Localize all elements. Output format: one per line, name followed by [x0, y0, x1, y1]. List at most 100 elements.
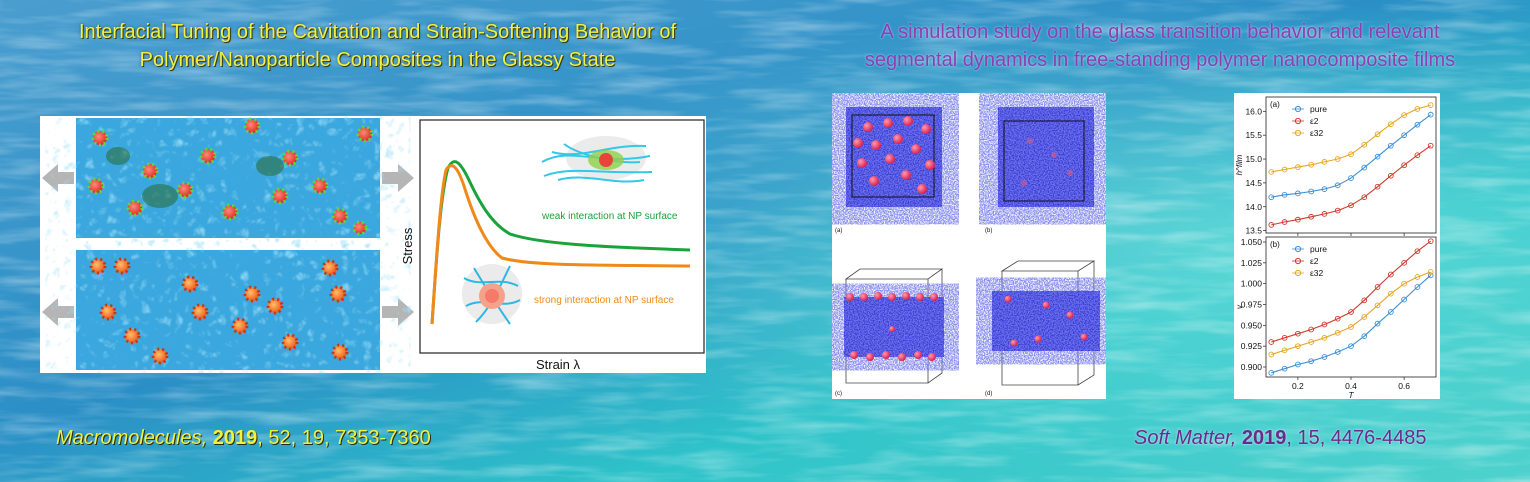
snapshot-c-label: (c)	[835, 391, 842, 397]
tg-charts-canvas: 13.5 14.0 14.5 15.0 15.5 16.0 (a) h^film pure ε2 ε…	[1235, 96, 1437, 400]
data-point-ε32	[1387, 121, 1394, 128]
y-tick-label: 13.5	[1245, 226, 1262, 236]
legend-label: pure	[1310, 104, 1327, 114]
stretch-arrows	[42, 164, 414, 326]
legend-label: ε2	[1310, 256, 1319, 266]
data-point-ε2	[1268, 222, 1275, 228]
data-point-ε32	[1414, 274, 1421, 280]
series-line-pure	[1271, 274, 1432, 374]
stress-strain-plot: weak interaction at NP surface strong in…	[400, 119, 705, 372]
data-point-ε2	[1308, 213, 1315, 220]
right-citation-volume: , 15, 4476-4485	[1286, 427, 1427, 449]
data-point-pure	[1414, 284, 1421, 290]
data-point-ε2	[1308, 326, 1315, 333]
left-figure-panel: weak interaction at NP surface strong in…	[40, 116, 706, 373]
data-point-pure	[1374, 153, 1381, 160]
chart-frame	[1265, 96, 1437, 234]
data-point-ε2	[1374, 284, 1381, 290]
data-point-pure	[1361, 333, 1368, 340]
weak-chain-inset	[541, 136, 653, 183]
data-point-ε32	[1361, 141, 1368, 148]
data-point-ε2	[1281, 334, 1288, 341]
x-axis-label: T	[1348, 390, 1354, 399]
data-point-ε2	[1427, 142, 1434, 149]
data-point-ε32	[1308, 339, 1315, 345]
data-point-ε32	[1268, 351, 1275, 358]
data-point-ε2	[1401, 259, 1407, 266]
series-line-ε2	[1271, 240, 1432, 343]
y-tick-label: 15.5	[1245, 130, 1262, 140]
data-point-ε2	[1295, 330, 1301, 337]
y-tick-label: 16.0	[1245, 106, 1262, 116]
data-point-pure	[1321, 354, 1328, 360]
snapshot-d-label: (d)	[985, 391, 992, 397]
weak-interaction-snapshot	[76, 117, 380, 238]
legend-label: ε32	[1310, 128, 1324, 138]
y-tick-label: 15.0	[1245, 154, 1262, 164]
left-citation-volume: , 52, 19, 7353-7360	[257, 427, 431, 449]
data-point-pure	[1334, 349, 1341, 355]
data-point-ε2	[1361, 297, 1368, 304]
left-figure-canvas: weak interaction at NP surface strong in…	[42, 117, 705, 372]
data-point-ε32	[1427, 102, 1434, 108]
right-title-line-1: A simulation study on the glass transiti…	[880, 21, 1440, 43]
data-point-ε32	[1281, 166, 1288, 173]
data-point-pure	[1401, 296, 1407, 303]
data-point-pure	[1427, 111, 1434, 118]
data-point-ε2	[1414, 248, 1421, 255]
tg-charts-panel: 13.5 14.0 14.5 15.0 15.5 16.0 (a) h^film pure ε2 ε…	[1234, 93, 1440, 400]
x-tick-label: 0.2	[1292, 381, 1304, 391]
data-point-ε32	[1401, 112, 1407, 118]
data-point-pure	[1295, 361, 1301, 368]
chart-frame	[1265, 236, 1437, 378]
data-point-pure	[1308, 358, 1315, 365]
right-citation: Soft Matter, 2019, 15, 4476-4485	[1134, 427, 1426, 450]
data-point-ε2	[1401, 162, 1407, 169]
data-point-ε2	[1348, 202, 1354, 209]
legend-label: ε32	[1310, 268, 1324, 278]
data-point-ε2	[1387, 271, 1394, 278]
weak-interaction-label: weak interaction at NP surface	[541, 211, 678, 222]
data-point-ε2	[1374, 183, 1381, 190]
y-tick-label: 1.050	[1241, 237, 1263, 247]
series-line-ε32	[1271, 271, 1431, 356]
right-citation-year: 2019	[1241, 427, 1287, 449]
panel-label: (a)	[1270, 100, 1280, 109]
data-point-pure	[1387, 309, 1394, 315]
snapshot-b-label: (b)	[985, 228, 992, 234]
data-point-pure	[1361, 164, 1368, 171]
data-point-pure	[1387, 142, 1394, 149]
data-point-pure	[1374, 320, 1381, 327]
strong-chain-inset	[462, 264, 522, 325]
data-point-ε32	[1308, 161, 1315, 168]
snapshot-c	[844, 268, 944, 384]
y-tick-label: 0.950	[1241, 320, 1263, 330]
data-point-ε2	[1361, 194, 1368, 201]
y-tick-label: 14.0	[1245, 202, 1262, 212]
data-point-ε2	[1414, 152, 1421, 159]
data-point-ε32	[1361, 314, 1368, 320]
y-axis-label: v	[1235, 304, 1244, 309]
y-tick-label: 14.5	[1245, 178, 1262, 188]
data-point-pure	[1334, 182, 1341, 189]
x-tick-label: 0.6	[1398, 381, 1410, 391]
data-point-ε2	[1334, 207, 1341, 214]
data-point-ε2	[1321, 321, 1328, 328]
strain-axis-label: Strain λ	[536, 357, 581, 372]
left-title-line-1: Interfacial Tuning of the Cavitation and…	[78, 21, 677, 43]
film-snapshots-canvas: (a) (b) (c) (d)	[835, 101, 1100, 397]
strong-interaction-label: strong interaction at NP surface	[534, 295, 674, 306]
data-point-pure	[1281, 191, 1288, 198]
data-point-ε32	[1374, 302, 1381, 309]
left-citation: Macromolecules, 2019, 52, 19, 7353-7360	[56, 427, 431, 450]
data-point-ε2	[1427, 238, 1434, 245]
right-title-line-2: segmental dynamics in free-standing poly…	[864, 49, 1456, 71]
series-line-ε32	[1271, 104, 1431, 173]
series-line-pure	[1271, 114, 1432, 198]
data-point-pure	[1321, 186, 1328, 192]
y-tick-label: 0.975	[1241, 300, 1263, 310]
data-point-ε32	[1334, 156, 1341, 162]
data-point-ε32	[1348, 151, 1354, 158]
data-point-ε32	[1401, 280, 1407, 287]
data-point-pure	[1268, 194, 1275, 201]
